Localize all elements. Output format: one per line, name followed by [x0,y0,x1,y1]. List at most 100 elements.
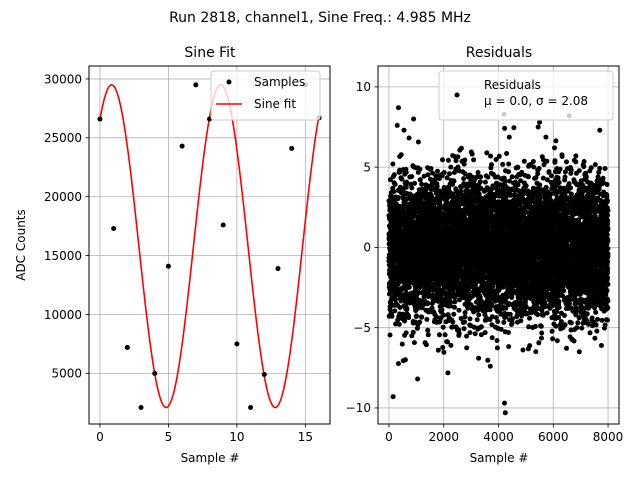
residual-point [387,332,393,338]
residual-point [403,184,409,190]
y-tick-label: 25000 [44,131,82,145]
residual-point [423,342,429,348]
residual-point [441,312,447,318]
y-tick-label: 15000 [44,249,82,263]
sine-fit-ylabel: ADC Counts [14,209,28,281]
residual-point [425,327,431,333]
residual-point [450,319,456,325]
residual-point [509,174,515,180]
residual-point [455,154,461,160]
residual-point [434,183,440,189]
residual-point [502,125,508,131]
sine-fit-legend: Samples Sine fit [210,70,321,121]
residual-point [476,355,482,361]
residual-point [511,125,517,131]
residual-point [435,168,440,174]
residual-point [478,174,484,180]
residual-point [445,370,451,376]
sample-point [234,341,240,347]
residual-point [399,176,405,182]
sine-fit-axes-frame [88,65,331,425]
residual-point [387,307,393,313]
residual-point [458,145,464,151]
residual-point [404,306,410,312]
residual-point [451,178,457,184]
residual-point [462,157,468,163]
x-tick-label: 0 [96,430,104,444]
residual-point [515,165,521,170]
residual-point [461,326,467,332]
residual-point [389,313,395,319]
residual-point [471,157,477,163]
residual-point [484,150,490,156]
residual-point [409,174,415,180]
residual-point [403,169,409,175]
residual-point [469,151,475,157]
residual-point [452,299,458,305]
residual-point [475,170,481,175]
residual-point [406,315,412,321]
legend-sine-fit-label: Sine fit [254,97,296,111]
residual-point [409,185,415,191]
residual-point [520,347,526,353]
y-tick-label: 5000 [51,367,82,381]
residual-point [415,306,421,311]
residual-point [400,311,406,317]
x-tick-label: 15 [298,430,313,444]
residual-point [501,319,507,325]
residual-point [506,344,512,350]
residual-point [411,340,417,346]
residual-point [485,357,491,363]
residual-point [482,330,488,336]
residual-point [464,345,470,351]
residual-point [391,189,397,195]
residual-point [441,170,447,175]
residual-point [474,317,480,323]
residual-point [434,314,440,320]
residual-point [424,191,430,197]
residual-point [406,135,412,141]
residual-point [392,181,398,187]
residual-point [437,332,442,338]
residual-point [419,314,425,320]
residual-point [390,161,396,167]
residual-point [506,134,512,140]
residual-point [412,180,418,186]
residual-point [467,330,473,336]
residual-point [424,316,430,322]
residual-point [506,169,511,175]
residual-point [509,316,515,322]
residual-point [439,307,445,313]
residual-point [425,332,431,338]
y-tick-label: 10000 [44,308,82,322]
sample-point [165,263,171,269]
residual-point [448,342,454,348]
residual-point [476,312,482,318]
residual-point [421,173,427,179]
residuals-points-layer [386,92,611,416]
residual-point [410,329,416,335]
residual-point [419,181,425,187]
residual-point [403,330,409,336]
x-tick-label: 10 [229,430,244,444]
residual-point [395,195,401,200]
residual-point [447,171,452,177]
residual-point [461,176,467,182]
sample-point [152,370,158,376]
residual-point [456,330,462,336]
x-tick-label: 5 [165,430,173,444]
sample-point [179,143,185,149]
sample-point [248,405,254,411]
figure-title: Run 2818, channel1, Sine Freq.: 4.985 MH… [169,10,471,26]
residual-point [448,164,454,170]
residual-point [442,332,448,338]
residual-point [396,321,402,327]
residual-point [393,321,399,327]
residual-point [496,153,502,159]
residual-point [489,162,494,168]
residual-point [417,166,423,172]
y-tick-label: 30000 [44,72,82,86]
